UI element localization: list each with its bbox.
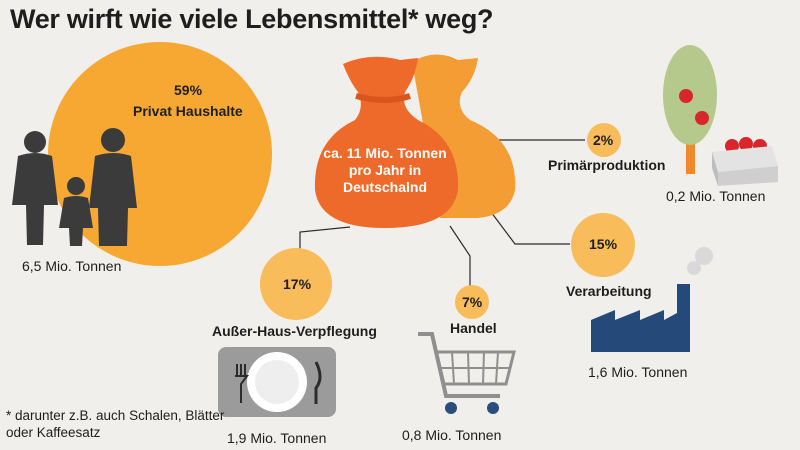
private-households-label: Privat Haushalte <box>133 103 243 119</box>
retail-bubble <box>455 285 489 319</box>
private-households-percent: 59% <box>174 82 203 98</box>
catering-amount: 1,9 Mio. Tonnen <box>227 430 327 446</box>
apple-crate-icon <box>712 137 778 186</box>
shopping-cart-icon <box>418 332 516 414</box>
processing-percent: 15% <box>589 236 618 252</box>
center-total-label: ca. 11 Mio. Tonnen pro Jahr in Deutschal… <box>323 145 447 195</box>
retail-percent: 7% <box>462 294 483 310</box>
catering-label: Außer-Haus-Verpflegung <box>212 323 377 339</box>
primary-production-amount: 0,2 Mio. Tonnen <box>666 188 766 204</box>
plate-cutlery-icon <box>218 347 336 417</box>
retail-amount: 0,8 Mio. Tonnen <box>402 427 502 443</box>
processing-label: Verarbeitung <box>566 283 652 299</box>
food-sack-front <box>314 56 459 228</box>
leader-line-processing <box>487 207 570 245</box>
leader-lines <box>299 139 585 286</box>
catering-bubble <box>260 248 332 320</box>
primary-production-label: Primärproduktion <box>548 157 666 173</box>
page-title: Wer wirft wie viele Lebensmittel* weg? <box>10 4 494 34</box>
leader-line-catering <box>299 226 351 250</box>
footnote: * darunter z.B. auch Schalen, Blätter od… <box>6 408 225 440</box>
factory-icon <box>591 247 713 352</box>
apple-tree-icon <box>663 45 717 174</box>
retail-label: Handel <box>450 320 497 336</box>
private-households-amount: 6,5 Mio. Tonnen <box>22 258 122 274</box>
catering-percent: 17% <box>283 276 312 292</box>
processing-amount: 1,6 Mio. Tonnen <box>588 364 688 380</box>
family-icon <box>12 128 137 246</box>
processing-bubble <box>571 213 635 277</box>
leader-line-retail <box>449 225 471 286</box>
primary-production-bubble <box>587 123 621 157</box>
primary-production-percent: 2% <box>593 132 614 148</box>
